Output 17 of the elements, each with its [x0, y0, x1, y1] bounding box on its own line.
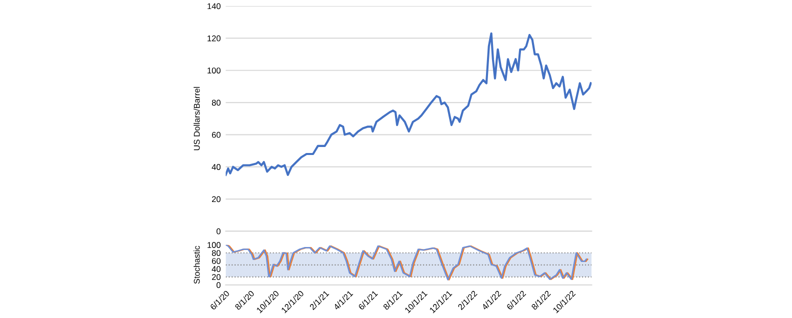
y-tick-label: 80: [212, 100, 221, 106]
y-tick-label: 100: [208, 68, 221, 74]
y-tick-label: 80: [212, 250, 221, 256]
y-tick-label: 100: [208, 242, 221, 248]
y-tick-label: 140: [208, 3, 221, 10]
y-tick-label: 0: [216, 282, 221, 288]
y-tick-label: 20: [212, 274, 221, 280]
y-tick-label: 60: [212, 258, 221, 264]
y-tick-label: 60: [212, 132, 221, 138]
y-tick-label: 40: [212, 164, 221, 170]
y-tick-label: 40: [212, 266, 221, 272]
y-tick-label: 20: [212, 196, 221, 202]
y-axis-title: US Dollars/Barrel: [194, 86, 200, 150]
line-series: [226, 32, 592, 176]
y-axis-title: Stochastic: [194, 246, 200, 284]
y-tick-label: 120: [208, 35, 221, 42]
y-tick-label: 0: [216, 228, 221, 234]
